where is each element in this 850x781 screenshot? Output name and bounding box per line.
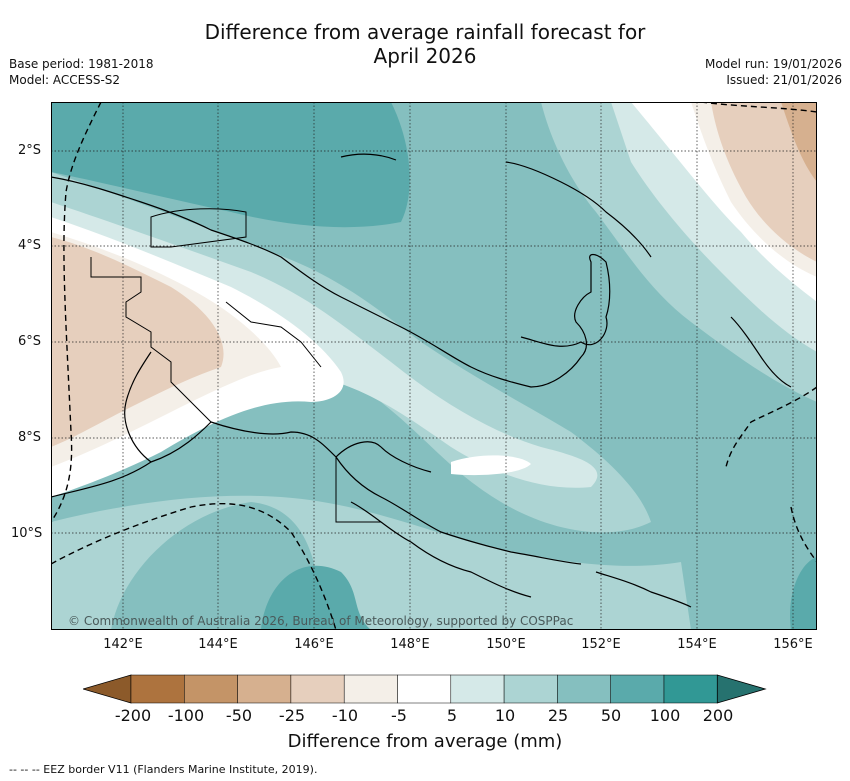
colorbar-cell-5 [397,674,452,704]
colorbar-cell-8 [557,674,611,704]
colorbar-extend-low [83,674,132,704]
contour-neutral-islet [451,455,531,476]
base-period: Base period: 1981-2018 [9,57,154,71]
cb-label-0: -200 [114,706,152,725]
coastlines [51,153,792,608]
cb-label-8: 25 [547,706,569,725]
model-run: Model run: 19/01/2026 [704,57,842,71]
colorbar-cell-0 [130,674,185,704]
eez-legend-footer: -- -- -- EEZ border V11 (Flanders Marine… [9,763,318,776]
colorbar [83,674,767,704]
lat-label-8s: 8°S [18,430,42,445]
colorbar-cell-1 [184,674,238,704]
cb-label-5: -5 [391,706,407,725]
cb-label-9: 50 [600,706,622,725]
contour-50-100-south [261,565,371,630]
cb-label-11: 200 [702,706,734,725]
lon-label-156e: 156°E [773,637,813,652]
colorbar-cell-6 [450,674,505,704]
cb-label-4: -10 [331,706,359,725]
colorbar-extend-high [716,674,767,704]
cb-label-1: -100 [167,706,205,725]
colorbar-title: Difference from average (mm) [287,731,563,752]
colorbar-cell-4 [343,674,398,704]
lon-label-154e: 154°E [677,637,717,652]
lon-label-148e: 148°E [390,637,430,652]
lon-label-146e: 146°E [294,637,334,652]
contour-neg25-east [711,102,817,262]
contour-50-100-northwest [51,102,410,228]
lat-label-2s: 2°S [18,143,42,158]
cb-label-7: 10 [494,706,516,725]
meta-right: Model run: 19/01/2026 Issued: 21/01/2026 [705,56,842,88]
lat-label-6s: 6°S [18,334,42,349]
cb-label-2: -50 [225,706,253,725]
cb-label-10: 100 [649,706,681,725]
meta-left: Base period: 1981-2018 Model: ACCESS-S2 [9,56,154,88]
colorbar-cell-7 [503,674,558,704]
contour-50-100-southeast [790,557,817,630]
lon-label-142e: 142°E [103,637,143,652]
rainfall-map [51,102,817,630]
title-line-2: April 2026 [373,44,477,68]
lon-label-150e: 150°E [486,637,526,652]
model-name: Model: ACCESS-S2 [9,73,121,87]
colorbar-cell-9 [610,674,665,704]
cb-label-6: 5 [446,706,458,725]
lat-label-10s: 10°S [11,526,43,541]
title-line-1: Difference from average rainfall forecas… [204,20,646,44]
contour-neg25-west [51,237,224,447]
lon-label-144e: 144°E [198,637,238,652]
lon-label-152e: 152°E [581,637,621,652]
issued-date: Issued: 21/01/2026 [726,73,842,87]
map-title: Difference from average rainfall forecas… [0,20,850,68]
contour-25-50-south [111,502,321,630]
lat-label-4s: 4°S [18,238,42,253]
colorbar-cell-10 [663,674,718,704]
provincial-borders [90,208,381,523]
eez-borders [51,102,817,630]
colorbar-cell-3 [290,674,345,704]
colorbar-cell-2 [237,674,292,704]
cb-label-3: -25 [278,706,306,725]
graticule [51,102,817,630]
contour-neg50-east [781,102,817,182]
copyright-notice: © Commonwealth of Australia 2026, Bureau… [68,614,574,628]
